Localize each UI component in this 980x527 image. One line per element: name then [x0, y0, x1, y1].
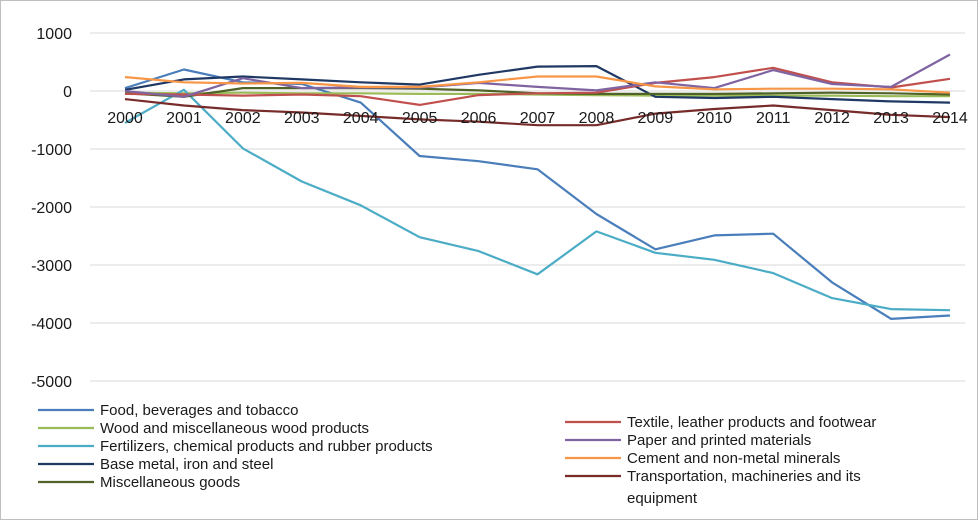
- x-tick-label: 2009: [638, 110, 674, 127]
- x-tick-label: 2006: [461, 110, 497, 127]
- legend-label: Paper and printed materials: [627, 432, 811, 449]
- series-line-4: [124, 64, 951, 104]
- x-tick-label: 2005: [402, 110, 438, 127]
- x-tick-label: 2003: [284, 110, 320, 127]
- series-line-6: [124, 66, 951, 107]
- x-tick-label: 2008: [579, 110, 615, 127]
- y-tick-label: 1000: [36, 26, 72, 43]
- x-tick-label: 2010: [696, 110, 732, 127]
- gridlines: [90, 32, 965, 382]
- legend-label: Cement and non-metal minerals: [627, 450, 840, 467]
- series-lines: [124, 53, 951, 320]
- legend-label: Food, beverages and tobacco: [100, 402, 298, 419]
- x-tick-label: 2012: [814, 110, 850, 127]
- legend-label: Base metal, iron and steel: [100, 456, 273, 473]
- y-tick-label: -4000: [31, 316, 72, 333]
- y-tick-label: -1000: [31, 142, 72, 159]
- y-tick-label: 0: [63, 84, 72, 101]
- series-line-9: [124, 98, 951, 127]
- legend-label: Textile, leather products and footwear: [627, 414, 876, 431]
- x-tick-label: 2002: [225, 110, 261, 127]
- y-tick-label: -3000: [31, 258, 72, 275]
- y-tick-label: -5000: [31, 374, 72, 391]
- legend-label: Transportation, machineries and its equip…: [627, 468, 861, 507]
- legend-label: Miscellaneous goods: [100, 474, 240, 491]
- x-axis-tick-labels: 2000 2001 2002 2003 2004 2005 2006 2007 2008 2009…: [107, 110, 968, 127]
- x-tick-label: 2004: [343, 110, 379, 127]
- y-tick-label: -2000: [31, 200, 72, 217]
- x-tick-label: 2011: [756, 110, 791, 127]
- legend-label: Wood and miscellaneous wood products: [100, 420, 369, 437]
- legend-label: Fertilizers, chemical products and rubbe…: [100, 438, 433, 455]
- y-axis-tick-labels: 1000 0 -1000 -2000 -3000 -4000 -5000: [31, 26, 72, 391]
- series-line-7: [124, 53, 951, 98]
- series-line-8: [124, 75, 951, 94]
- x-tick-label: 2014: [932, 110, 968, 127]
- x-tick-label: 2000: [107, 110, 143, 127]
- x-tick-label: 2001: [166, 110, 202, 127]
- series-line-2: [124, 91, 950, 98]
- x-tick-label: 2007: [520, 110, 556, 127]
- series-line-3: [124, 88, 951, 312]
- x-tick-label: 2013: [873, 110, 909, 127]
